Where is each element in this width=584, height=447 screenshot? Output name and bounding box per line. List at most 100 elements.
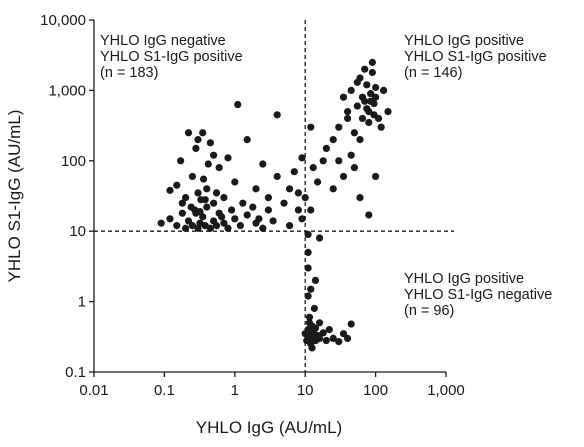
point bbox=[339, 93, 348, 101]
annotation: YHLO S1-IgG positive bbox=[100, 49, 243, 65]
point bbox=[173, 181, 181, 189]
point bbox=[370, 111, 378, 119]
point bbox=[231, 178, 239, 186]
point bbox=[181, 194, 190, 202]
annotation: YHLO S1-IgG positive bbox=[404, 49, 547, 65]
point bbox=[307, 123, 315, 131]
point bbox=[315, 334, 324, 343]
point bbox=[319, 329, 327, 337]
point bbox=[365, 118, 373, 127]
point bbox=[285, 185, 294, 193]
point bbox=[273, 111, 281, 119]
point bbox=[347, 86, 355, 94]
annotation: YHLO IgG positive bbox=[404, 271, 524, 287]
point bbox=[311, 324, 320, 332]
point bbox=[203, 185, 211, 193]
point bbox=[358, 93, 367, 101]
x-tick-label: 100 bbox=[363, 382, 388, 399]
point bbox=[269, 217, 277, 225]
point bbox=[304, 230, 312, 239]
point bbox=[347, 151, 355, 159]
point bbox=[243, 211, 251, 219]
point bbox=[243, 136, 251, 144]
point bbox=[273, 172, 281, 181]
point bbox=[220, 194, 228, 202]
point bbox=[372, 172, 380, 181]
point bbox=[285, 222, 294, 230]
y-tick-label: 10,000 bbox=[40, 12, 86, 29]
y-axis-title: YHLO S1-IgG (AU/mL) bbox=[5, 110, 24, 283]
point bbox=[201, 196, 209, 204]
point bbox=[339, 172, 348, 181]
point bbox=[335, 157, 343, 165]
point bbox=[304, 248, 312, 256]
point bbox=[187, 203, 195, 211]
x-axis-title: YHLO IgG (AU/mL) bbox=[196, 418, 342, 437]
point bbox=[184, 129, 193, 137]
point bbox=[361, 65, 369, 73]
point bbox=[363, 81, 371, 89]
point bbox=[236, 222, 244, 230]
point bbox=[212, 222, 221, 230]
point bbox=[157, 219, 165, 227]
point bbox=[177, 157, 185, 165]
point bbox=[315, 234, 324, 242]
x-tick-label: 1,000 bbox=[427, 382, 465, 399]
point bbox=[206, 224, 214, 232]
point bbox=[231, 215, 239, 223]
point bbox=[319, 157, 327, 165]
annotation: (n = 146) bbox=[404, 65, 462, 81]
x-tick-label: 1 bbox=[231, 382, 239, 399]
point bbox=[252, 185, 260, 193]
point bbox=[215, 164, 223, 172]
point bbox=[218, 213, 226, 221]
point bbox=[206, 139, 214, 147]
point bbox=[313, 178, 322, 186]
point bbox=[227, 206, 236, 214]
point bbox=[194, 136, 202, 144]
point bbox=[329, 136, 337, 144]
point bbox=[356, 194, 364, 202]
point bbox=[343, 334, 352, 343]
point bbox=[380, 86, 388, 94]
point bbox=[255, 215, 263, 223]
point bbox=[259, 160, 267, 168]
point bbox=[220, 219, 228, 227]
y-tick-label: 1,000 bbox=[48, 82, 86, 99]
y-tick-label: 10 bbox=[69, 223, 86, 240]
point bbox=[325, 326, 333, 334]
point bbox=[358, 114, 367, 123]
annotation: (n = 96) bbox=[404, 303, 454, 319]
point bbox=[249, 203, 257, 211]
point bbox=[335, 123, 343, 131]
point bbox=[304, 292, 312, 300]
point bbox=[212, 189, 221, 197]
point bbox=[224, 154, 232, 162]
y-tick-label: 0.1 bbox=[65, 364, 86, 381]
point bbox=[294, 189, 302, 197]
point bbox=[181, 224, 190, 232]
point bbox=[329, 185, 337, 193]
point bbox=[188, 222, 197, 230]
point bbox=[367, 90, 375, 98]
point bbox=[199, 129, 207, 137]
point bbox=[304, 264, 312, 272]
point bbox=[294, 206, 302, 214]
point bbox=[298, 215, 306, 223]
point bbox=[343, 114, 352, 123]
point bbox=[377, 123, 385, 131]
annotation: YHLO IgG positive bbox=[404, 33, 524, 49]
x-tick-label: 0.1 bbox=[154, 382, 175, 399]
point bbox=[315, 319, 324, 327]
point bbox=[203, 203, 211, 211]
point bbox=[353, 102, 361, 110]
point bbox=[301, 194, 309, 202]
point bbox=[307, 285, 315, 293]
point bbox=[224, 224, 232, 232]
point bbox=[368, 68, 376, 77]
point bbox=[335, 338, 343, 346]
point bbox=[166, 186, 174, 194]
point bbox=[173, 222, 181, 230]
point bbox=[194, 189, 202, 197]
point bbox=[204, 160, 212, 168]
